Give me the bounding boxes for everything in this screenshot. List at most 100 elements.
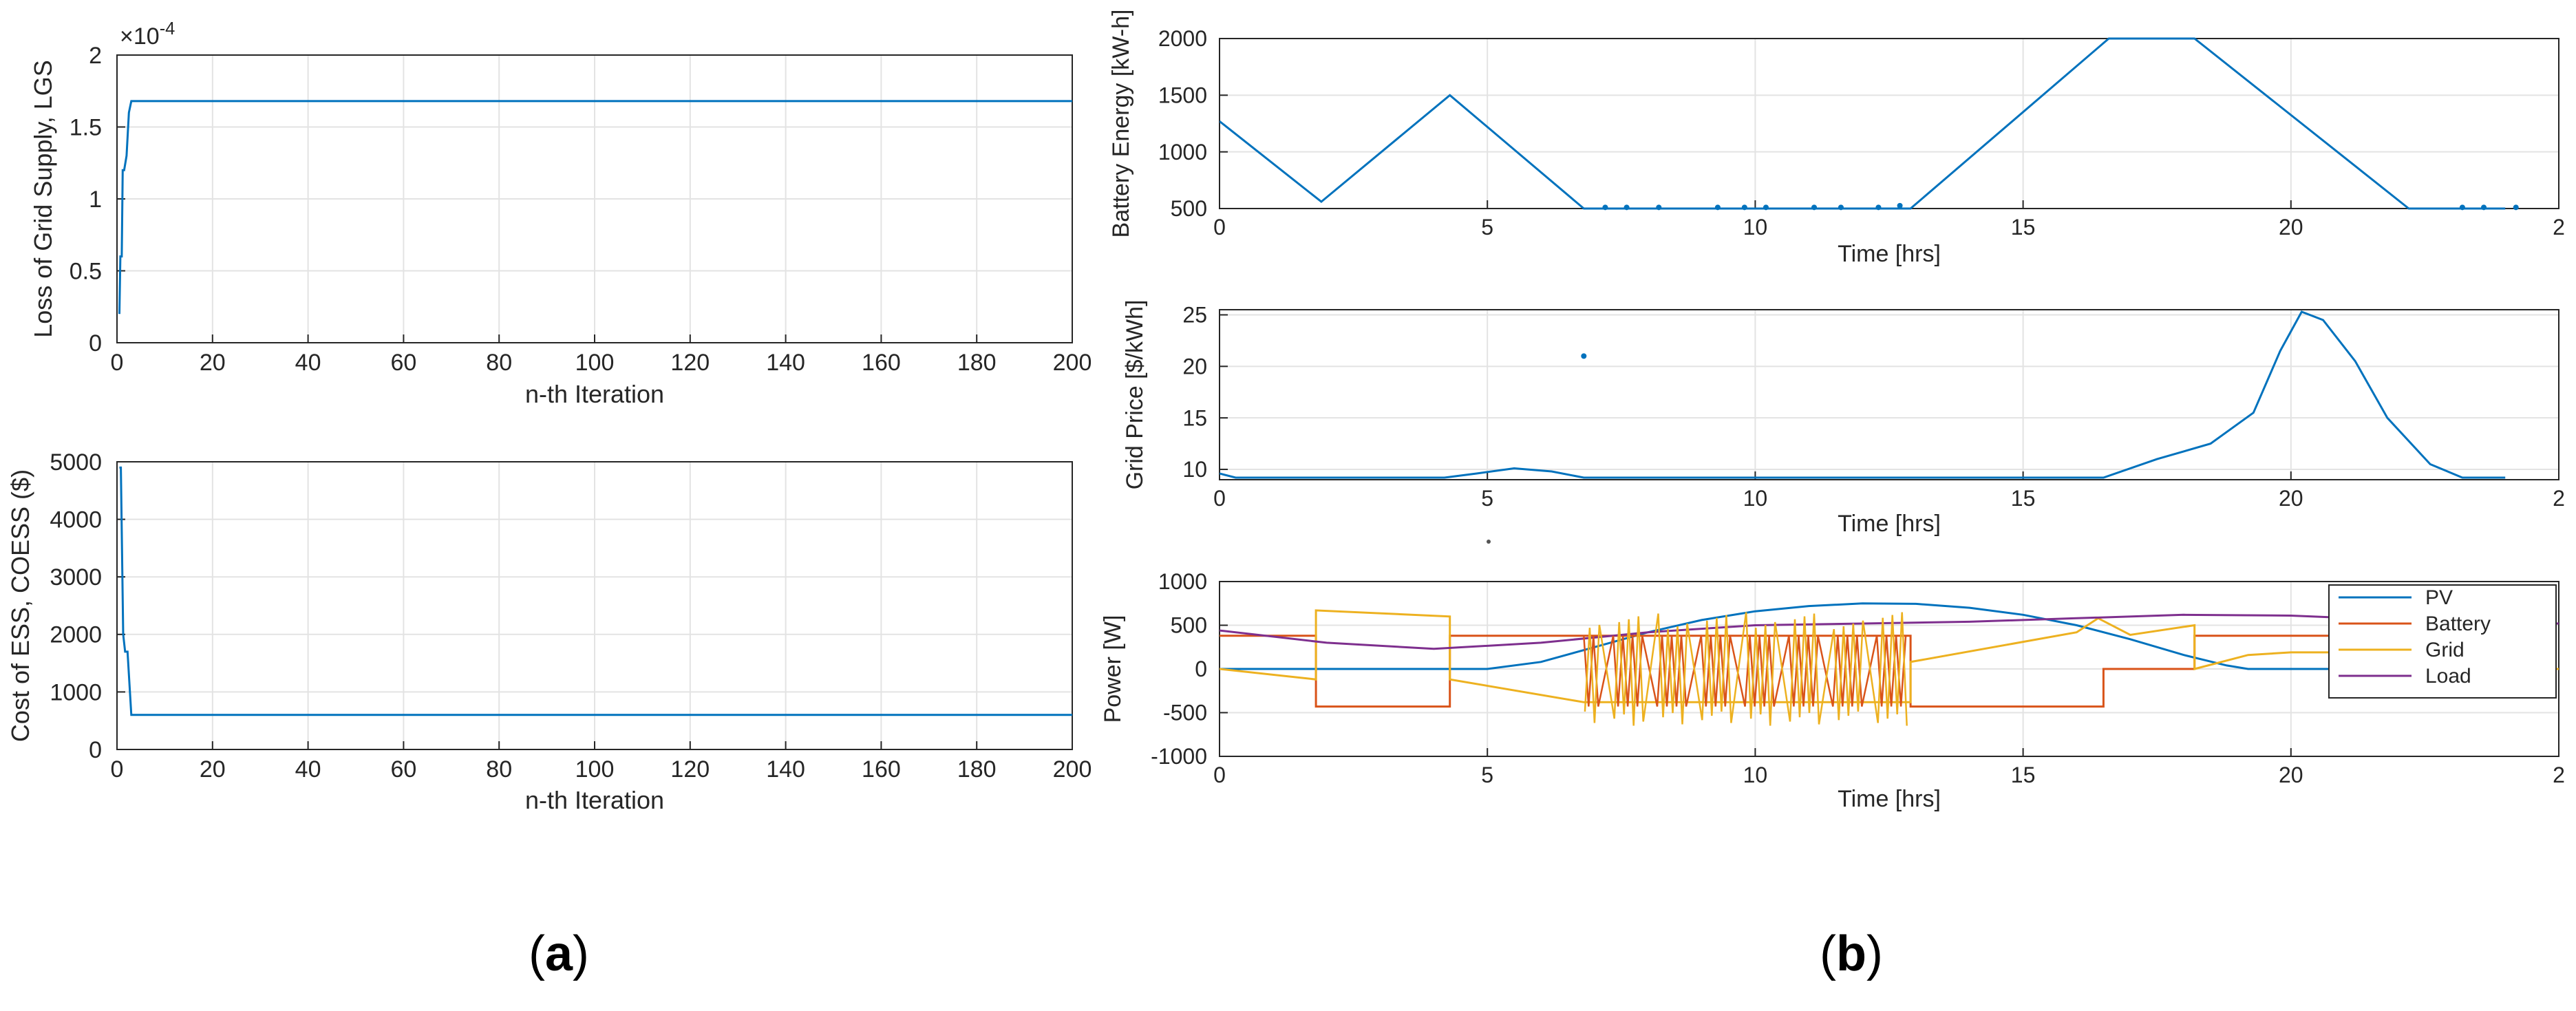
x-tick-label: 15 bbox=[2011, 215, 2036, 240]
legend-label: Load bbox=[2425, 665, 2471, 688]
x-tick-label: 2 bbox=[2553, 215, 2565, 240]
y-tick-label: -500 bbox=[1163, 701, 1207, 725]
y-tick-label: 2 bbox=[89, 43, 102, 69]
chart-lgs: 0 20 40 60 80 100 120 140 160 180 200 0 0.5 1 1.5 2 n-th… bbox=[29, 19, 1092, 408]
x-axis-label: Time [hrs] bbox=[1838, 241, 1941, 267]
legend-label: Battery bbox=[2425, 613, 2491, 635]
x-tick-label: 20 bbox=[2279, 215, 2303, 240]
series-line bbox=[1220, 37, 2506, 210]
x-tick-label: 160 bbox=[862, 350, 901, 376]
chart-grid_price: 0 5 10 15 20 2 10 15 20 25 Time [hrs] Grid Price [$… bbox=[1122, 300, 2565, 537]
plot-frame bbox=[116, 54, 1073, 343]
x-tick-label: 60 bbox=[390, 756, 416, 783]
y-tick-label: 1 bbox=[89, 187, 102, 213]
x-tick-label: 0 bbox=[111, 350, 124, 376]
x-axis-label: Time [hrs] bbox=[1838, 786, 1941, 812]
data-marker bbox=[1714, 204, 1721, 211]
y-tick-label: 15 bbox=[1182, 405, 1207, 430]
y-tick-label: 2000 bbox=[50, 622, 102, 648]
y-tick-label: 4000 bbox=[50, 507, 102, 533]
y-tick-label: 1000 bbox=[1158, 569, 1207, 594]
y-axis-label: Loss of Grid Supply, LGS bbox=[29, 60, 57, 338]
legend-label: PV bbox=[2425, 586, 2453, 609]
x-tick-label: 160 bbox=[862, 756, 901, 783]
y-tick-label: 1.5 bbox=[70, 114, 102, 140]
x-tick-label: 20 bbox=[200, 350, 226, 376]
data-marker bbox=[2481, 204, 2487, 211]
data-marker bbox=[1741, 204, 1747, 211]
y-tick-label: 5000 bbox=[50, 449, 102, 476]
x-axis-label: Time [hrs] bbox=[1838, 511, 1941, 537]
y-tick-label: 25 bbox=[1182, 303, 1207, 328]
y-tick-label: 0.5 bbox=[70, 258, 102, 284]
stray-marker bbox=[1487, 540, 1491, 544]
x-tick-label: 200 bbox=[1053, 350, 1092, 376]
x-tick-label: 140 bbox=[766, 756, 805, 783]
x-tick-label: 100 bbox=[575, 350, 615, 376]
x-tick-label: 180 bbox=[957, 350, 997, 376]
y-axis-label: Battery Energy [kW-h] bbox=[1108, 10, 1134, 238]
y-tick-label: 0 bbox=[89, 330, 102, 356]
series-line bbox=[118, 100, 1072, 315]
x-tick-label: 20 bbox=[2279, 763, 2303, 787]
x-tick-label: 40 bbox=[295, 350, 321, 376]
y-tick-label: 10 bbox=[1182, 457, 1207, 482]
x-tick-label: 100 bbox=[575, 756, 615, 783]
y-tick-label: 2000 bbox=[1158, 26, 1207, 51]
y-axis-label: Power [W] bbox=[1100, 615, 1126, 723]
data-marker bbox=[1875, 204, 1882, 211]
legend-label: Grid bbox=[2425, 639, 2465, 661]
data-marker bbox=[1581, 353, 1587, 359]
y-tick-label: 3000 bbox=[50, 564, 102, 590]
x-tick-label: 5 bbox=[1481, 215, 1493, 240]
x-tick-label: 2 bbox=[2553, 486, 2565, 511]
x-tick-label: 0 bbox=[111, 756, 124, 783]
data-marker bbox=[2459, 204, 2465, 211]
x-tick-label: 10 bbox=[1743, 763, 1768, 787]
series-line-grid bbox=[1220, 609, 2559, 703]
x-tick-label: 2 bbox=[2553, 763, 2565, 787]
data-marker bbox=[2513, 204, 2519, 211]
x-tick-label: 40 bbox=[295, 756, 321, 783]
plot-frame bbox=[1219, 309, 2559, 480]
chart-battery_energy: 0 5 10 15 20 2 500 1000 1500 2000 Time [hrs] Batter… bbox=[1108, 10, 2565, 267]
x-tick-label: 20 bbox=[200, 756, 226, 783]
x-tick-label: 120 bbox=[670, 756, 710, 783]
x-tick-label: 200 bbox=[1053, 756, 1092, 783]
data-marker bbox=[1656, 204, 1662, 211]
y-axis-label: Cost of ESS, COESS ($) bbox=[6, 469, 34, 742]
series-grid-burst bbox=[1584, 612, 1908, 726]
y-tick-label: 20 bbox=[1182, 354, 1207, 379]
x-tick-label: 15 bbox=[2011, 486, 2036, 511]
data-marker bbox=[1624, 204, 1630, 211]
x-tick-label: 15 bbox=[2011, 763, 2036, 787]
x-tick-label: 20 bbox=[2279, 486, 2303, 511]
y-tick-label: 0 bbox=[1195, 657, 1207, 681]
x-tick-label: 5 bbox=[1481, 763, 1493, 787]
y-tick-label: 0 bbox=[89, 737, 102, 763]
y-axis-label: Grid Price [$/kWh] bbox=[1122, 300, 1148, 490]
y-exponent-label: ×10-4 bbox=[120, 19, 175, 50]
legend-box bbox=[2328, 584, 2557, 699]
x-tick-label: 0 bbox=[1213, 763, 1226, 787]
y-tick-label: 1000 bbox=[50, 679, 102, 705]
data-marker bbox=[1602, 204, 1608, 211]
x-tick-label: 10 bbox=[1743, 486, 1768, 511]
y-tick-label: 500 bbox=[1171, 613, 1207, 638]
data-marker bbox=[1763, 204, 1769, 211]
x-tick-label: 5 bbox=[1481, 486, 1493, 511]
x-tick-label: 60 bbox=[390, 350, 416, 376]
data-marker bbox=[1811, 204, 1818, 211]
x-tick-label: 80 bbox=[486, 756, 512, 783]
x-tick-label: 180 bbox=[957, 756, 997, 783]
chart-power: 0 5 10 15 20 2 -1000 -500 0 500 1000 Time [hrs] Powe… bbox=[1100, 569, 2565, 812]
data-marker bbox=[1838, 204, 1844, 211]
series-group bbox=[1220, 602, 2559, 726]
plot-frame bbox=[116, 461, 1073, 750]
x-axis-label: n-th Iteration bbox=[525, 380, 664, 408]
legend: PV Battery Grid Load bbox=[2328, 584, 2557, 699]
x-tick-label: 0 bbox=[1213, 486, 1226, 511]
panel-label-b: (b) bbox=[1820, 926, 1883, 981]
series-group bbox=[1220, 310, 2506, 479]
